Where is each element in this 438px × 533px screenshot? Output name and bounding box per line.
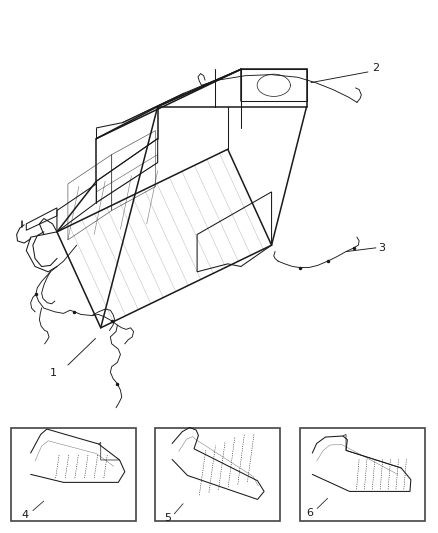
Text: 5: 5 [164,513,171,523]
Bar [11,428,136,521]
Bar [155,428,280,521]
Text: 2: 2 [372,63,379,73]
Bar [300,428,425,521]
Text: 1: 1 [50,368,57,378]
Text: 3: 3 [378,243,385,253]
Text: 4: 4 [22,510,29,520]
Text: 6: 6 [307,508,314,518]
